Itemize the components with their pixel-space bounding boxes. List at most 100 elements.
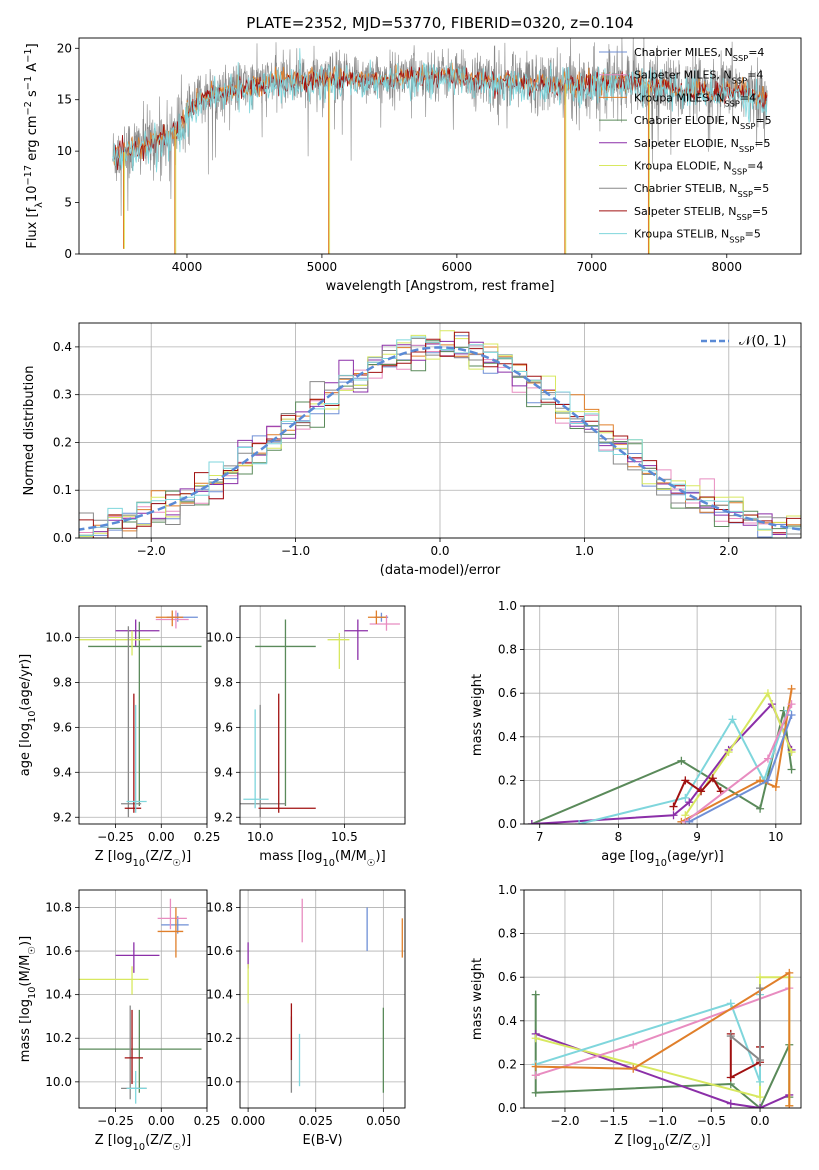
plot-frame <box>239 889 406 1109</box>
weight-line-salpeter_elodie <box>531 702 793 824</box>
label-part: 10 <box>27 987 38 999</box>
label-part: wavelength [Angstrom, rest frame] <box>326 279 555 294</box>
y-tick-label: 15 <box>57 93 72 107</box>
x-tick-label: −1.5 <box>599 1114 628 1128</box>
weight-marker <box>669 802 678 811</box>
x-axis-label: age [log10(age/yr)] <box>601 849 724 869</box>
label-part: mass weight <box>470 958 485 1040</box>
label-part: E(B-V) <box>302 1133 342 1148</box>
weight-marker <box>724 748 733 757</box>
y-tick-label: 10.0 <box>45 1075 72 1089</box>
weight-marker <box>756 984 765 993</box>
weight-marker <box>787 700 796 709</box>
label-part: Kroupa ELODIE, N <box>634 160 732 173</box>
y-tick-label: 5 <box>64 196 72 210</box>
x-tick-label: 0.0 <box>430 544 449 558</box>
label-part: =5 <box>752 205 768 218</box>
label-part: SSP <box>729 235 744 245</box>
ebv-mass-panel: 0.000 0.025 0.050 10.0 10.2 10.4 10.6 10.8 E(B-V… <box>206 889 406 1148</box>
label-part: =5 <box>753 182 769 195</box>
x-tick-label: 0.050 <box>366 1114 400 1128</box>
label-part: SSP <box>740 121 755 131</box>
error-bars <box>79 610 202 818</box>
y-tick-label: 10.6 <box>45 944 72 958</box>
weight-marker <box>685 817 694 824</box>
y-tick-label: 0.4 <box>53 340 72 354</box>
weight-marker <box>763 754 772 763</box>
weight-marker <box>575 820 584 824</box>
label-part: =5 <box>754 137 770 150</box>
y-tick-label: 10.4 <box>45 988 72 1002</box>
x-tick-label: 10 <box>768 830 783 844</box>
y-tick-label: 0.0 <box>53 531 72 545</box>
weight-marker <box>629 1040 638 1049</box>
weight-marker <box>677 756 686 765</box>
y-tick-label: 10.2 <box>45 1031 72 1045</box>
label-part: Kroupa STELIB, N <box>634 228 729 241</box>
label-part: 10 <box>133 1142 145 1153</box>
label-part: SSP <box>732 76 747 86</box>
legend-label: Salpeter ELODIE, NSSP=5 <box>634 137 771 154</box>
label-part: Z [log <box>614 1133 652 1148</box>
y-tick-label: 10 <box>57 144 72 158</box>
label-part: )] <box>701 1133 711 1148</box>
x-axis-label: mass [log10(M/M☉)] <box>259 849 385 869</box>
label-part: A <box>25 63 40 76</box>
y-tick-label: 0 <box>64 247 72 261</box>
y-tick-label: 0.4 <box>498 730 517 744</box>
label-part: age [log <box>18 723 33 776</box>
weight-line-chabrier_elodie <box>531 710 793 824</box>
label-part: )] <box>181 1133 191 1148</box>
x-tick-label: 2.0 <box>719 544 738 558</box>
label-part: Chabrier MILES, N <box>634 46 733 59</box>
label-part: 10 <box>27 711 38 723</box>
legend-label: Chabrier MILES, NSSP=4 <box>634 46 764 63</box>
weight-marker <box>726 1073 735 1082</box>
residuals-panel: −2.0 −1.0 0.0 1.0 2.0 0.0 0.1 0.2 0.3 0.4 (data-mo… <box>22 322 802 578</box>
weight-marker <box>726 1099 735 1108</box>
label-part: −2 <box>23 101 34 115</box>
mass-age-panel: 10.0 10.5 9.2 9.4 9.6 9.8 10.0 mass [log10(M/M☉… <box>206 605 406 869</box>
spectrum-panel: 4000 5000 6000 7000 8000 0 5 10 15 20 wavelength [… <box>23 37 802 294</box>
label-part: (Z/Z <box>665 1133 692 1148</box>
label-part: mass [log <box>18 999 33 1062</box>
label-part: (age/yr)] <box>667 849 724 864</box>
weight-marker <box>787 711 796 719</box>
x-tick-label: −1.0 <box>281 544 310 558</box>
label-part: (age/yr)] <box>18 654 33 711</box>
y-tick-label: 9.4 <box>214 765 233 779</box>
label-part: Z [log <box>95 1133 133 1148</box>
x-tick-label: 8 <box>615 830 623 844</box>
y-tick-label: 0.4 <box>498 1014 517 1028</box>
y-tick-label: 0.2 <box>498 1057 517 1071</box>
x-tick-label: 9 <box>693 830 701 844</box>
weight-marker <box>756 1093 765 1102</box>
label-part: Normed distribution <box>22 366 37 496</box>
label-part: −17 <box>23 165 34 186</box>
x-tick-label: 4000 <box>172 260 203 274</box>
label-part: SSP <box>724 98 739 108</box>
y-axis-label: Flux [fλ10−17 erg cm−2 s−1 A−1] <box>23 43 45 248</box>
weight-marker <box>756 1077 765 1086</box>
weight-marker <box>629 1064 638 1073</box>
y-tick-label: 10.8 <box>206 900 233 914</box>
label-part: 10 <box>652 1142 664 1153</box>
x-axis-label: (data-model)/error <box>380 563 501 578</box>
weight-marker <box>669 811 678 820</box>
label-part: ☉ <box>692 1142 701 1153</box>
weight-marker <box>531 1071 540 1080</box>
label-part: ] <box>25 43 40 48</box>
label-part: SSP <box>738 189 753 199</box>
weight-marker <box>771 782 780 791</box>
y-tick-label: 9.6 <box>53 720 72 734</box>
weight-marker <box>708 774 717 783</box>
label-part: (Z/Z <box>145 1133 172 1148</box>
y-tick-label: 9.2 <box>53 810 72 824</box>
label-part: )] <box>181 849 191 864</box>
weight-marker <box>785 968 794 977</box>
label-part: ☉ <box>27 946 38 955</box>
label-part: =4 <box>748 46 764 59</box>
